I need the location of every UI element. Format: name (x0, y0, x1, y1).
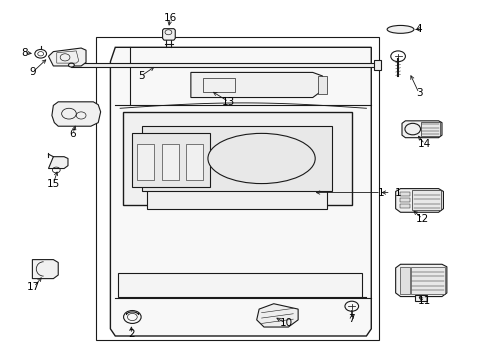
Text: 13: 13 (222, 97, 235, 107)
Polygon shape (414, 296, 427, 301)
Text: 8: 8 (21, 48, 27, 58)
Text: 6: 6 (69, 129, 76, 139)
Polygon shape (71, 63, 378, 67)
Polygon shape (190, 72, 322, 98)
Text: 15: 15 (47, 179, 60, 189)
Polygon shape (373, 60, 380, 70)
Polygon shape (399, 204, 409, 208)
Polygon shape (162, 29, 175, 40)
Polygon shape (317, 76, 327, 94)
Polygon shape (161, 144, 178, 180)
Polygon shape (395, 264, 446, 297)
Polygon shape (52, 102, 101, 126)
Polygon shape (395, 189, 443, 212)
Text: 16: 16 (163, 13, 177, 23)
Polygon shape (399, 198, 409, 202)
Ellipse shape (386, 26, 413, 33)
Ellipse shape (68, 63, 74, 67)
Text: 7: 7 (348, 314, 354, 324)
Polygon shape (410, 267, 445, 294)
Text: 5: 5 (138, 71, 144, 81)
Polygon shape (411, 190, 441, 210)
Polygon shape (48, 157, 68, 168)
Text: 12: 12 (415, 214, 428, 224)
Text: 11: 11 (417, 296, 430, 306)
Text: 14: 14 (417, 139, 430, 149)
Text: 1: 1 (377, 188, 384, 198)
Polygon shape (185, 144, 203, 180)
Polygon shape (401, 121, 441, 138)
Text: 4: 4 (415, 24, 422, 35)
Polygon shape (256, 304, 298, 327)
Text: 2: 2 (128, 329, 134, 339)
Polygon shape (118, 273, 361, 297)
Text: 3: 3 (415, 88, 422, 98)
Polygon shape (399, 267, 409, 294)
Text: 1: 1 (394, 188, 401, 198)
Text: 9: 9 (29, 67, 36, 77)
Ellipse shape (207, 134, 315, 184)
Polygon shape (122, 112, 351, 205)
Polygon shape (399, 192, 409, 197)
Polygon shape (142, 126, 331, 191)
Text: 17: 17 (27, 282, 41, 292)
Polygon shape (48, 48, 86, 66)
Polygon shape (110, 47, 370, 336)
Polygon shape (147, 169, 327, 209)
Polygon shape (420, 122, 439, 136)
Text: 10: 10 (279, 319, 292, 328)
Polygon shape (32, 260, 58, 279)
Polygon shape (137, 144, 154, 180)
Polygon shape (132, 134, 210, 187)
